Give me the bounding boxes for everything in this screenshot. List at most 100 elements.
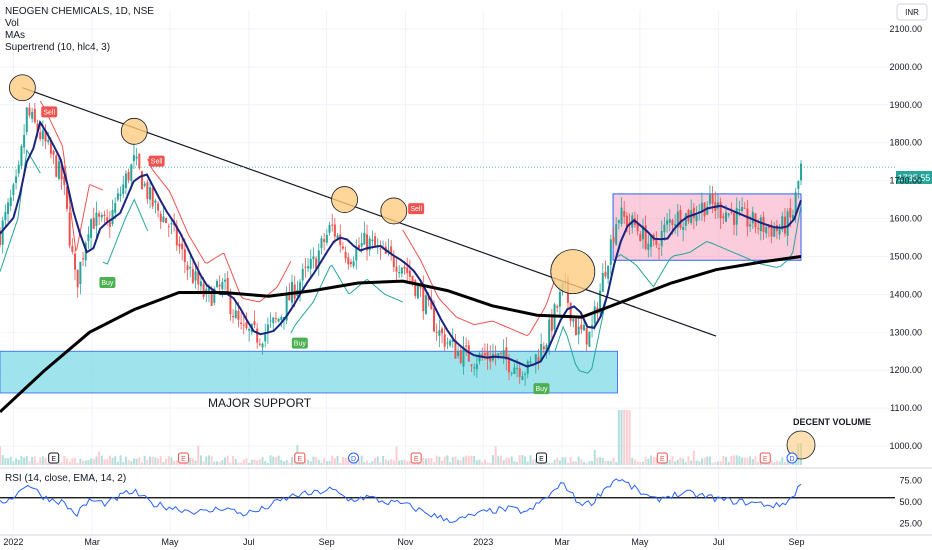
y-tick-label: 1600.00 <box>889 214 922 224</box>
candle-body <box>199 281 202 287</box>
candle-body <box>49 141 52 154</box>
candle-body <box>759 217 762 232</box>
volume-bar <box>360 455 363 465</box>
event-label: E <box>660 456 665 463</box>
volume-bar <box>459 460 462 465</box>
volume-bar <box>272 456 275 465</box>
volume-bar <box>481 462 484 465</box>
volume-bar <box>90 458 93 465</box>
volume-bar <box>438 456 441 465</box>
volume-bar <box>366 460 369 465</box>
candle-body <box>178 243 181 247</box>
candle-body <box>663 224 666 233</box>
candle-body <box>216 280 219 287</box>
y-tick-label: 1200.00 <box>889 365 922 375</box>
volume-bar <box>207 455 210 465</box>
volume-bar <box>189 458 192 465</box>
candle-body <box>76 269 79 288</box>
y-tick-label: 1500.00 <box>889 251 922 261</box>
volume-bar <box>390 459 393 465</box>
candle-body <box>299 281 302 292</box>
candle-body <box>272 317 275 324</box>
volume-bar <box>175 460 178 465</box>
supertrend-bear <box>39 100 104 252</box>
candle-body <box>39 132 42 139</box>
candle-body <box>138 153 141 169</box>
candle-body <box>74 253 77 270</box>
candle-body <box>309 258 312 269</box>
candle-body <box>676 211 679 228</box>
candle-body <box>408 270 411 277</box>
candle-body <box>108 222 111 227</box>
volume-bar <box>529 455 532 465</box>
volume-bar <box>714 462 717 465</box>
volume-bar <box>7 458 10 465</box>
volume-bar <box>264 461 267 465</box>
candle-body <box>234 310 237 319</box>
volume-bar <box>443 456 446 465</box>
candle-body <box>786 211 789 236</box>
volume-bar <box>224 457 227 465</box>
volume-bar <box>127 459 130 465</box>
volume-bar <box>722 455 725 465</box>
volume-bar <box>124 456 127 465</box>
volume-bar <box>333 458 336 465</box>
volume-bar <box>320 462 323 465</box>
candle-body <box>269 320 272 322</box>
candle-body <box>28 107 31 116</box>
volume-bar <box>719 461 722 465</box>
volume-bar <box>140 462 143 465</box>
volume-bar <box>564 457 567 465</box>
candle-body <box>609 239 612 265</box>
volume-bar <box>695 460 698 465</box>
volume-bar <box>130 461 133 465</box>
volume-bar <box>285 460 288 465</box>
volume-bar <box>604 460 607 465</box>
legend-vol: Vol <box>5 18 19 29</box>
candle-body <box>513 367 516 375</box>
currency-label: INR <box>905 8 919 17</box>
y-tick-label: 1800.00 <box>889 138 922 148</box>
candle-body <box>60 160 63 180</box>
candle-body <box>349 261 352 264</box>
candle-body <box>765 227 768 234</box>
volume-bar <box>451 457 454 465</box>
candle-body <box>124 173 127 189</box>
candle-body <box>103 214 106 217</box>
volume-bar <box>580 459 583 465</box>
volume-bar <box>716 461 719 465</box>
volume-bar <box>607 460 610 465</box>
volume-bar <box>4 458 7 465</box>
candle-body <box>679 209 682 228</box>
volume-bar <box>336 455 339 465</box>
volume-bar <box>427 457 430 465</box>
candle-body <box>100 215 103 218</box>
volume-bar <box>671 456 674 465</box>
candle-body <box>419 287 422 289</box>
candle-body <box>644 225 647 249</box>
volume-bar <box>149 456 152 465</box>
candle-body <box>462 346 465 367</box>
candle-body <box>486 351 489 360</box>
candle-body <box>435 332 438 334</box>
candle-body <box>615 224 618 245</box>
candle-body <box>727 213 730 216</box>
candle-body <box>379 248 382 250</box>
volume-bar <box>583 461 586 465</box>
y-tick-label: 1100.00 <box>890 403 922 413</box>
candle-body <box>25 107 28 133</box>
candle-body <box>36 123 39 133</box>
volume-bar <box>325 461 328 465</box>
candle-body <box>641 226 644 240</box>
currency-badge[interactable] <box>896 3 928 21</box>
y-tick-label: 1300.00 <box>889 327 922 337</box>
candle-body <box>258 343 261 345</box>
volume-bar <box>687 456 690 465</box>
x-tick-label: Sep <box>789 537 805 547</box>
candle-body <box>304 266 307 268</box>
candle-body <box>706 206 709 215</box>
volume-bar <box>478 459 481 465</box>
volume-bar <box>545 461 548 465</box>
candle-body <box>224 279 227 282</box>
